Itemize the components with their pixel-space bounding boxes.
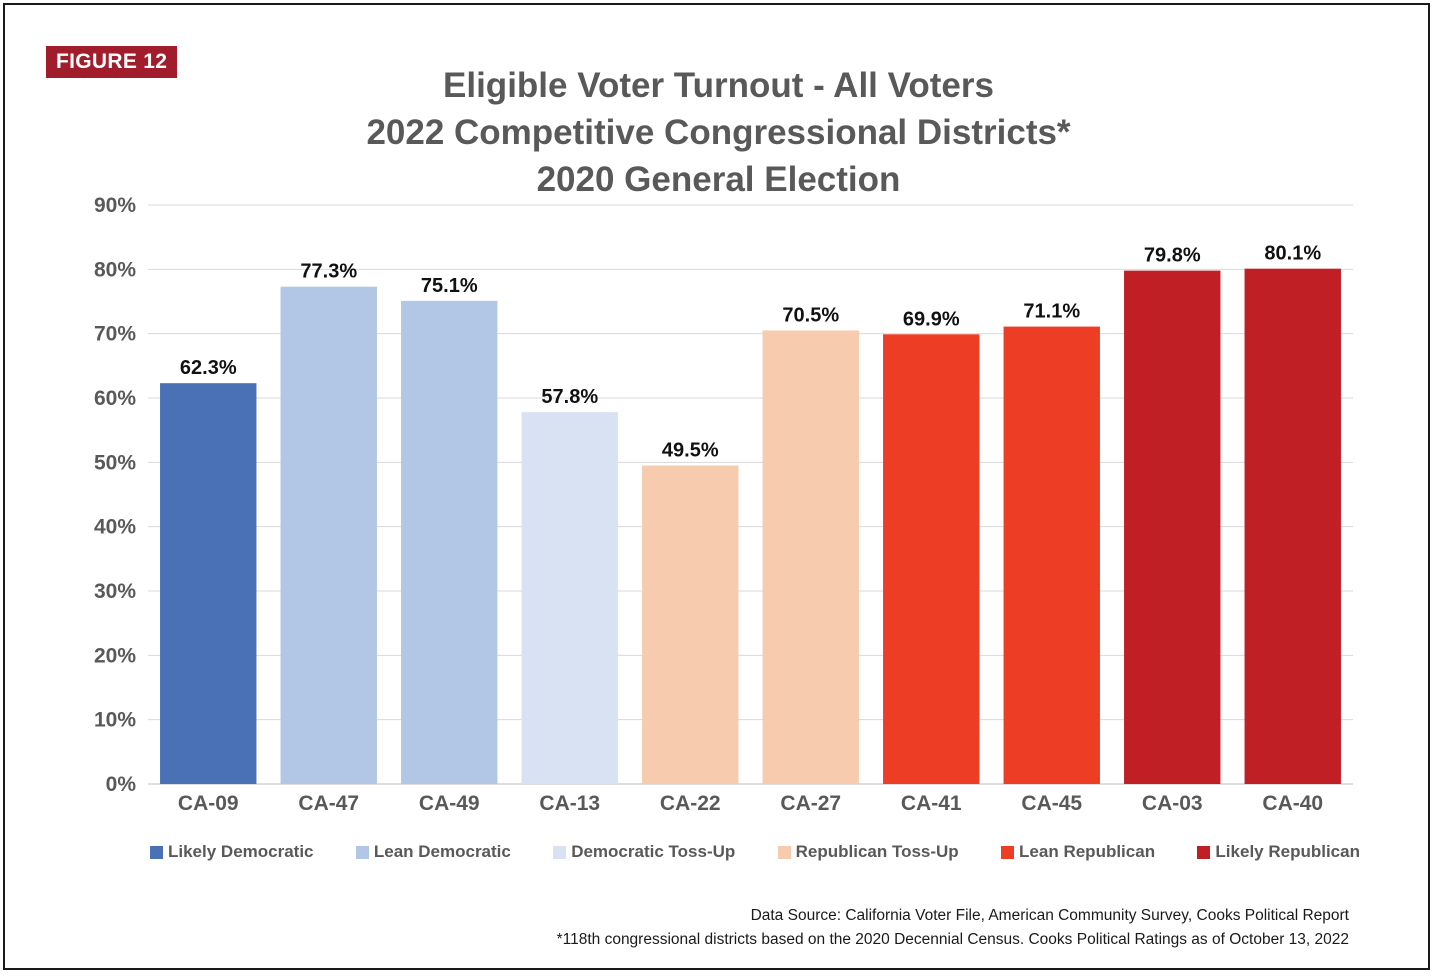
y-tick-label: 30%	[94, 580, 136, 603]
y-tick-label: 20%	[94, 644, 136, 667]
y-tick-label: 60%	[94, 387, 136, 410]
footnote-line: *118th congressional districts based on …	[556, 931, 1349, 948]
legend-item-republican-toss-up: Republican Toss-Up	[777, 842, 959, 862]
data-label: 80.1%	[1264, 243, 1321, 265]
chart-title-line-2: 2022 Competitive Congressional Districts…	[366, 113, 1071, 152]
x-tick-label: CA-47	[298, 792, 359, 815]
legend-item-democratic-toss-up: Democratic Toss-Up	[553, 842, 735, 862]
y-tick-label: 70%	[94, 323, 136, 346]
data-source-line: Data Source: California Voter File, Amer…	[750, 907, 1349, 924]
legend-label: Likely Republican	[1215, 842, 1360, 861]
data-label: 49.5%	[662, 440, 719, 462]
data-label: 79.8%	[1144, 245, 1201, 267]
legend-label: Democratic Toss-Up	[571, 842, 736, 861]
data-source-note: Data Source: California Voter File, Amer…	[557, 904, 1349, 952]
chart-legend: Likely Democratic Lean Democratic Democr…	[150, 842, 1360, 862]
bar	[1244, 268, 1341, 784]
data-label: 69.9%	[903, 308, 960, 330]
data-label: 62.3%	[180, 357, 237, 379]
x-tick-label: CA-41	[901, 792, 962, 815]
legend-swatch	[150, 845, 163, 859]
chart-title-line-3: 2020 General Election	[536, 160, 901, 199]
bar	[883, 334, 980, 784]
y-tick-label: 10%	[94, 709, 136, 732]
legend-swatch	[355, 845, 369, 859]
x-tick-label: CA-09	[178, 792, 239, 815]
legend-label: Lean Democratic	[373, 842, 511, 861]
x-tick-label: CA-22	[660, 792, 721, 815]
bar	[280, 286, 377, 784]
legend-item-lean-republican: Lean Republican	[1001, 842, 1155, 862]
legend-item-likely-republican: Likely Republican	[1197, 842, 1360, 862]
bar	[521, 412, 618, 784]
data-label: 71.1%	[1023, 301, 1080, 323]
legend-item-lean-democratic: Lean Democratic	[355, 842, 511, 862]
y-tick-label: 40%	[94, 516, 136, 539]
bar	[401, 300, 498, 784]
legend-swatch	[553, 845, 567, 859]
data-label: 75.1%	[421, 275, 478, 297]
x-tick-label: CA-49	[419, 792, 480, 815]
x-tick-label: CA-45	[1021, 792, 1082, 815]
legend-swatch	[1197, 845, 1211, 859]
bar	[160, 383, 257, 784]
y-tick-label: 90%	[94, 194, 136, 217]
legend-swatch	[777, 845, 791, 859]
y-tick-label: 80%	[94, 258, 136, 281]
legend-item-likely-democratic: Likely Democratic	[150, 842, 314, 862]
legend-label: Republican Toss-Up	[795, 842, 959, 861]
bar	[642, 465, 739, 784]
legend-label: Lean Republican	[1019, 842, 1156, 861]
chart-title: Eligible Voter Turnout - All Voters 2022…	[0, 62, 1437, 203]
x-tick-label: CA-03	[1142, 792, 1203, 815]
legend-label: Likely Democratic	[168, 842, 314, 861]
bar	[1124, 270, 1221, 784]
y-tick-label: 0%	[106, 773, 137, 796]
data-label: 57.8%	[541, 386, 598, 408]
bar	[762, 330, 859, 784]
legend-swatch	[1001, 845, 1015, 859]
x-tick-label: CA-13	[539, 792, 600, 815]
data-label: 70.5%	[782, 304, 839, 326]
x-tick-label: CA-40	[1262, 792, 1323, 815]
bar	[1003, 326, 1100, 784]
data-label: 77.3%	[300, 261, 357, 283]
y-tick-label: 50%	[94, 451, 136, 474]
chart-title-line-1: Eligible Voter Turnout - All Voters	[443, 66, 994, 105]
figure-badge: FIGURE 12	[46, 46, 178, 78]
x-tick-label: CA-27	[780, 792, 841, 815]
